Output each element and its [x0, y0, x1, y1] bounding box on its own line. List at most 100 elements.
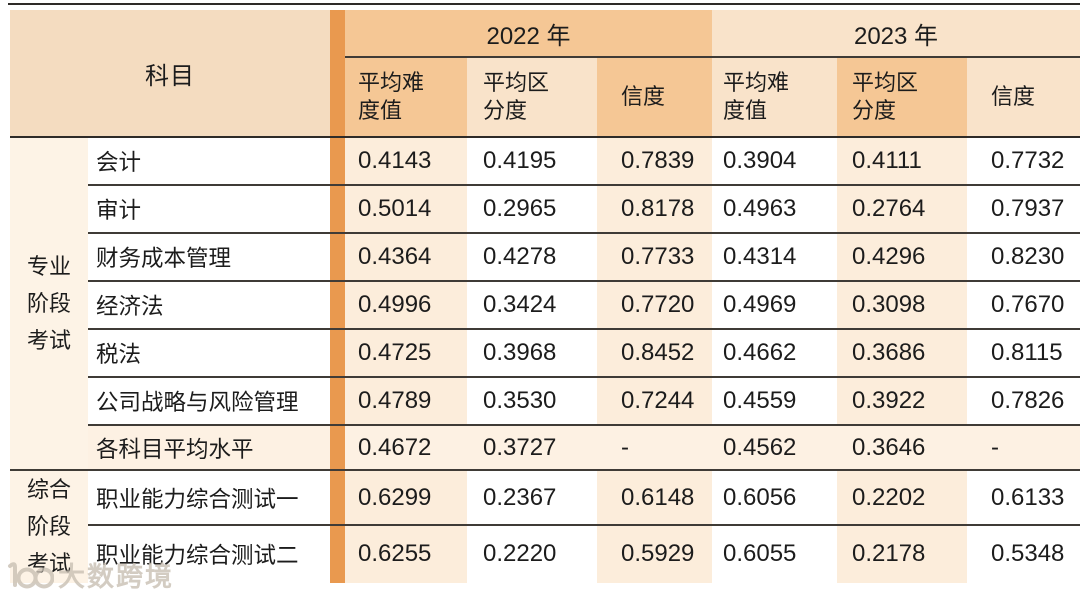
value-cell: 0.8115: [991, 339, 1063, 366]
value-cell: 0.5348: [991, 540, 1065, 567]
value-cell: 0.7670: [991, 291, 1065, 318]
value-cell: 0.8230: [991, 243, 1065, 270]
value-cell: 0.7244: [621, 387, 695, 414]
value-cell: 0.3922: [852, 387, 926, 414]
metric-header-label: 平均难度值: [358, 69, 425, 123]
value-cell: 0.4725: [358, 339, 432, 366]
value-cell: 0.2367: [483, 483, 557, 511]
subject-cell: 职业能力综合测试二: [96, 543, 299, 568]
row-divider-line: [88, 280, 1080, 282]
row-divider-line: [88, 524, 1080, 526]
subject-header-label: 科目: [145, 62, 195, 90]
value-cell: 0.2965: [483, 195, 557, 222]
brand-logo-icon: [8, 561, 54, 588]
value-cell: 0.4562: [723, 433, 797, 461]
value-cell: 0.7720: [621, 291, 695, 318]
year-2022-header: 2022 年: [345, 10, 712, 56]
value-cell: 0.8178: [621, 195, 695, 222]
row-divider-line: [88, 184, 1080, 186]
value-cell: 0.7839: [621, 147, 695, 174]
subject-cell: 审计: [96, 198, 142, 223]
value-cell: 0.4278: [483, 243, 557, 270]
subject-cell: 经济法: [96, 294, 164, 319]
group-column-background: [10, 137, 88, 583]
subject-cell: 会计: [96, 150, 142, 175]
value-cell: 0.4364: [358, 243, 432, 270]
subject-cell: 财务成本管理: [96, 246, 232, 271]
metric-header-label: 信度: [621, 83, 666, 109]
row-divider-line: [88, 424, 1080, 426]
value-cell: 0.8452: [621, 339, 695, 366]
value-cell: 0.6056: [723, 483, 797, 511]
metric-header-cell: 信度: [967, 57, 1080, 136]
metric-header-cell: 平均难度值: [712, 57, 837, 136]
value-cell: 0.4296: [852, 243, 926, 270]
row-divider-line: [88, 376, 1080, 378]
row-divider-line: [10, 468, 1080, 471]
value-cell: -: [621, 433, 629, 461]
subject-cell: 各科目平均水平: [96, 436, 254, 462]
row-divider-line: [88, 232, 1080, 234]
group-label-line: 阶段: [26, 514, 71, 539]
metric-header-cell: 平均难度值: [345, 57, 467, 136]
metric-header-label: 平均难度值: [723, 69, 790, 123]
value-cell: 0.3904: [723, 147, 797, 174]
metric-header-label: 平均区分度: [852, 69, 919, 123]
metric-header-cell: 平均区分度: [837, 57, 967, 136]
value-cell: 0.4963: [723, 195, 797, 222]
value-cell: 0.3424: [483, 291, 557, 318]
column-tint-band: [837, 137, 967, 583]
value-cell: 0.5014: [358, 195, 432, 222]
value-cell: 0.3098: [852, 291, 926, 318]
subject-cell: 税法: [96, 342, 142, 367]
subject-cell: 公司战略与风险管理: [96, 390, 299, 415]
metric-header-label: 信度: [991, 83, 1036, 109]
metric-header-label: 平均区分度: [483, 69, 550, 123]
accent-divider-bar: [330, 10, 345, 583]
subject-header-cell: 科目: [10, 10, 330, 136]
value-cell: 0.3530: [483, 387, 557, 414]
watermark-brand: 大数跨境: [58, 562, 174, 592]
group-label-line: 考试: [26, 328, 71, 353]
value-cell: 0.3646: [852, 433, 926, 461]
row-divider-line: [10, 135, 1080, 138]
value-cell: -: [991, 433, 999, 461]
value-cell: 0.6255: [358, 540, 432, 567]
row-divider-line: [88, 328, 1080, 330]
value-cell: 0.2202: [852, 483, 926, 511]
row-divider-line: [345, 56, 1080, 58]
value-cell: 0.4672: [358, 433, 432, 461]
group-label-comprehensive-stage: 综合 阶段 考试: [10, 470, 88, 583]
group-label-professional-stage: 专业 阶段 考试: [10, 137, 88, 470]
watermark: 大数跨境: [6, 555, 174, 594]
value-cell: 0.2178: [852, 540, 926, 567]
column-tint-band: [597, 137, 712, 583]
value-cell: 0.7732: [991, 147, 1065, 174]
value-cell: 0.4111: [852, 147, 922, 174]
group-label-line: 专业: [26, 254, 71, 279]
value-cell: 0.3686: [852, 339, 926, 366]
value-cell: 0.4559: [723, 387, 797, 414]
summary-row-background: [88, 425, 1080, 470]
group-label-line: 综合: [26, 477, 71, 502]
value-cell: 0.3968: [483, 339, 557, 366]
metric-header-cell: 信度: [597, 57, 712, 136]
value-cell: 0.5929: [621, 540, 695, 567]
column-tint-band: [345, 137, 467, 583]
metric-header-cell: 平均区分度: [467, 57, 597, 136]
value-cell: 0.6055: [723, 540, 797, 567]
value-cell: 0.4969: [723, 291, 797, 318]
value-cell: 0.4143: [358, 147, 432, 174]
year-2023-label: 2023 年: [853, 22, 939, 50]
group-label-line: 阶段: [26, 291, 71, 316]
value-cell: 0.6148: [621, 483, 695, 511]
value-cell: 0.2764: [852, 195, 926, 222]
value-cell: 0.3727: [483, 433, 557, 461]
subject-cell: 职业能力综合测试一: [96, 486, 299, 512]
value-cell: 0.7733: [621, 243, 695, 270]
year-2022-label: 2022 年: [486, 22, 571, 50]
value-cell: 0.7826: [991, 387, 1065, 414]
row-divider-line: [8, 3, 1080, 6]
value-cell: 0.4662: [723, 339, 797, 366]
